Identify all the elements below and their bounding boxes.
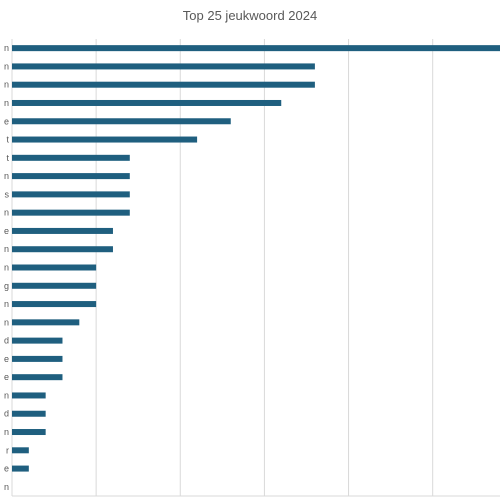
chart-title: Top 25 jeukwoord 2024 xyxy=(182,8,318,23)
category-tick-label: n xyxy=(4,263,9,273)
bar xyxy=(12,118,231,125)
bar xyxy=(12,447,29,454)
bar xyxy=(12,319,80,326)
category-tick-label: d xyxy=(4,409,9,419)
bar xyxy=(12,337,63,344)
bar xyxy=(12,392,46,399)
bar xyxy=(12,227,113,234)
bar xyxy=(12,99,282,106)
category-tick-label: n xyxy=(4,80,9,90)
bar xyxy=(12,301,97,308)
category-tick-label: n xyxy=(4,43,9,53)
bar xyxy=(12,264,97,271)
bar xyxy=(12,465,29,472)
bar xyxy=(12,173,130,180)
category-tick-label: n xyxy=(4,317,9,327)
bar xyxy=(12,374,63,381)
bar xyxy=(12,81,315,88)
category-tick-label: s xyxy=(5,189,10,199)
bar xyxy=(12,429,46,436)
category-tick-label: r xyxy=(6,445,9,455)
category-tick-label: n xyxy=(4,427,9,437)
category-tick-label: t xyxy=(6,135,9,145)
bar xyxy=(12,63,315,70)
category-tick-label: n xyxy=(4,244,9,254)
bar xyxy=(12,246,113,253)
category-tick-label: t xyxy=(6,153,9,163)
category-tick-label: n xyxy=(4,299,9,309)
category-tick-label: g xyxy=(4,281,9,291)
bar xyxy=(12,154,130,161)
bar xyxy=(12,282,97,289)
category-tick-label: e xyxy=(4,354,9,364)
category-tick-label: n xyxy=(4,390,9,400)
category-tick-label: n xyxy=(4,208,9,218)
bar xyxy=(12,45,500,52)
bar xyxy=(12,136,198,143)
bar xyxy=(12,209,130,216)
bar xyxy=(12,191,130,198)
category-tick-label: n xyxy=(4,98,9,108)
category-tick-label: e xyxy=(4,116,9,126)
bar xyxy=(12,355,63,362)
bar xyxy=(12,410,46,417)
category-tick-label: n xyxy=(4,171,9,181)
category-tick-label: n xyxy=(4,482,9,492)
category-tick-label: e xyxy=(4,464,9,474)
category-tick-label: n xyxy=(4,61,9,71)
category-tick-label: d xyxy=(4,336,9,346)
category-tick-label: e xyxy=(4,226,9,236)
category-tick-label: e xyxy=(4,372,9,382)
